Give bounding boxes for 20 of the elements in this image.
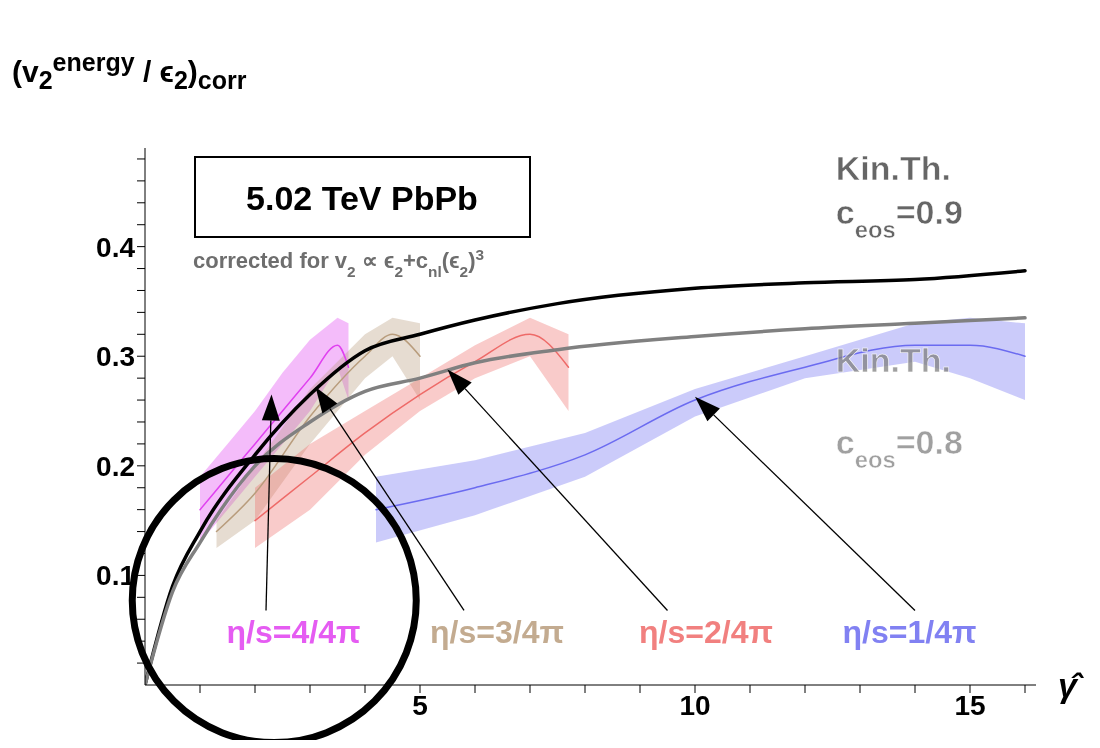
x-tick-label: 15 bbox=[954, 689, 986, 721]
text: η/s=1/4π bbox=[842, 614, 977, 651]
x-tick-label: 10 bbox=[679, 689, 711, 721]
y-tick-label: 0.1 bbox=[96, 560, 135, 592]
x-tick-label: 5 bbox=[412, 689, 428, 721]
line-series bbox=[375, 344, 1026, 511]
text: η/s=2/4π bbox=[639, 614, 773, 651]
y-tick-label: 0.2 bbox=[96, 450, 135, 482]
text: Kin.Th. c$_{eos}$=0.8 bbox=[835, 340, 963, 473]
annotation: 5.02 TeV PbPb bbox=[246, 179, 478, 217]
text: corrected for v$_{2}$ ∝ ϵ$_{2}$+c$_{nl}$(ϵ$_{2}$)$^{3}$ bbox=[193, 245, 485, 280]
line-series bbox=[199, 344, 350, 511]
text: η/s=3/4π bbox=[430, 614, 564, 651]
y-tick-label: 0.3 bbox=[96, 341, 135, 373]
text: η/s=4/4π bbox=[226, 614, 361, 651]
y-tick-label: 0.4 bbox=[96, 231, 136, 263]
y-axis-title: (v$_{2}$$^{energy}$ / ϵ$_{2}$)$_{corr}$ bbox=[12, 48, 247, 95]
x-axis-title: γ̂ bbox=[1058, 666, 1084, 704]
series-label: Kin.Th. c$_{eos}$=0.9 bbox=[835, 148, 963, 243]
line-series bbox=[254, 333, 570, 522]
